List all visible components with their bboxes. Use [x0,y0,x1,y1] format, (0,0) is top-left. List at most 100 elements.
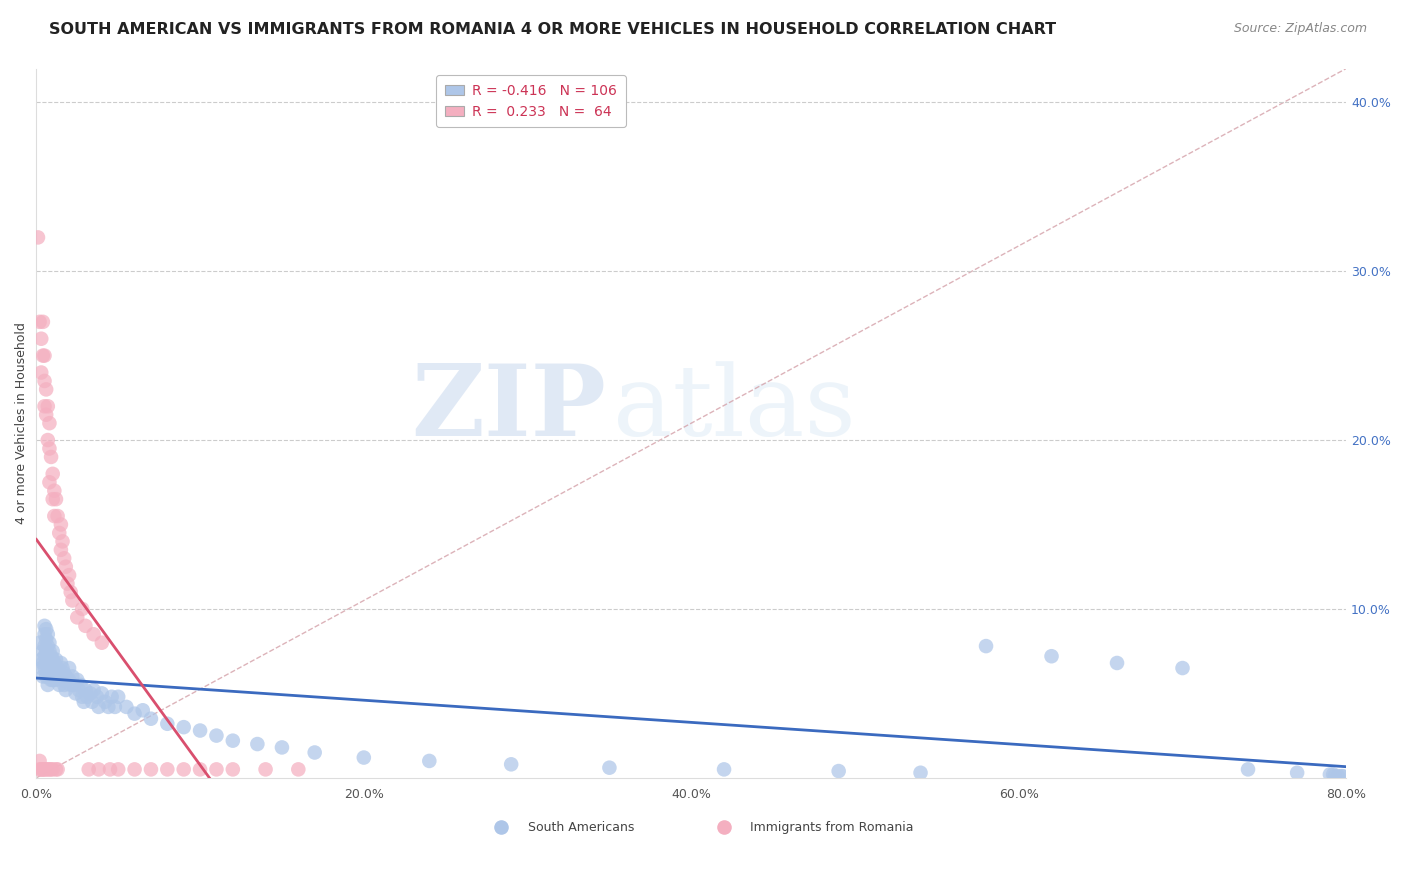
Point [1331,769,1354,783]
Point [501,757,523,772]
Point [30,366,52,380]
Point [974,639,997,653]
Point [39,649,62,664]
Point [30,661,52,675]
Point [67,683,90,698]
Point [37,666,59,681]
Point [34,374,56,388]
Point [97,699,120,714]
Point [44,483,66,498]
Point [31,656,53,670]
Point [31,315,53,329]
Point [27,230,49,244]
Point [48,525,70,540]
Point [353,750,375,764]
Point [35,656,58,670]
Point [606,889,628,892]
Point [37,433,59,447]
Text: South Americans: South Americans [527,821,634,834]
Point [28,763,51,777]
Point [31,349,53,363]
Point [41,652,63,666]
Point [41,673,63,687]
Point [35,644,58,658]
Point [55,683,77,698]
Point [124,706,146,721]
Point [75,683,97,698]
Point [70,602,93,616]
Point [66,610,89,624]
Point [51,661,73,675]
Point [35,763,58,777]
Point [100,690,122,704]
Point [31,669,53,683]
Point [45,652,67,666]
Text: Immigrants from Romania: Immigrants from Romania [751,821,914,834]
Point [34,399,56,413]
Point [87,763,110,777]
Point [173,763,195,777]
Point [41,661,63,675]
Point [156,763,179,777]
Point [39,450,62,464]
Point [76,690,98,704]
Point [34,763,56,777]
Point [87,699,110,714]
Point [205,763,228,777]
Point [1237,763,1260,777]
Point [37,763,59,777]
Point [28,315,51,329]
Point [53,666,76,681]
Point [31,644,53,658]
Point [1330,769,1353,783]
Point [139,712,162,726]
Point [1319,767,1341,781]
Point [1322,767,1344,781]
Point [56,576,79,591]
Point [38,475,60,490]
Point [39,763,62,777]
Point [132,703,155,717]
Point [45,661,67,675]
Point [173,720,195,734]
Point [38,416,60,430]
Point [55,669,77,683]
Point [30,652,52,666]
Point [115,699,138,714]
Point [34,639,56,653]
Point [45,673,67,687]
Point [1040,649,1063,664]
Point [45,492,67,507]
Point [56,673,79,687]
Point [66,673,89,687]
Point [46,669,69,683]
Point [107,690,129,704]
Legend: R = -0.416   N = 106, R =  0.233   N =  64: R = -0.416 N = 106, R = 0.233 N = 64 [436,76,626,127]
Point [222,763,245,777]
Point [63,678,86,692]
Point [41,763,63,777]
Point [38,669,60,683]
Point [37,649,59,664]
Point [41,467,63,481]
Point [38,656,60,670]
Point [34,649,56,664]
Point [1323,769,1346,783]
Point [41,644,63,658]
Point [35,408,58,422]
Point [60,593,83,607]
Point [418,754,440,768]
Point [124,763,146,777]
Point [28,636,51,650]
Point [70,690,93,704]
Point [69,678,91,692]
Point [48,678,70,692]
Point [30,763,52,777]
Point [38,763,60,777]
Point [188,763,211,777]
Point [38,442,60,456]
Point [44,666,66,681]
Point [37,656,59,670]
Point [31,763,53,777]
Point [37,399,59,413]
